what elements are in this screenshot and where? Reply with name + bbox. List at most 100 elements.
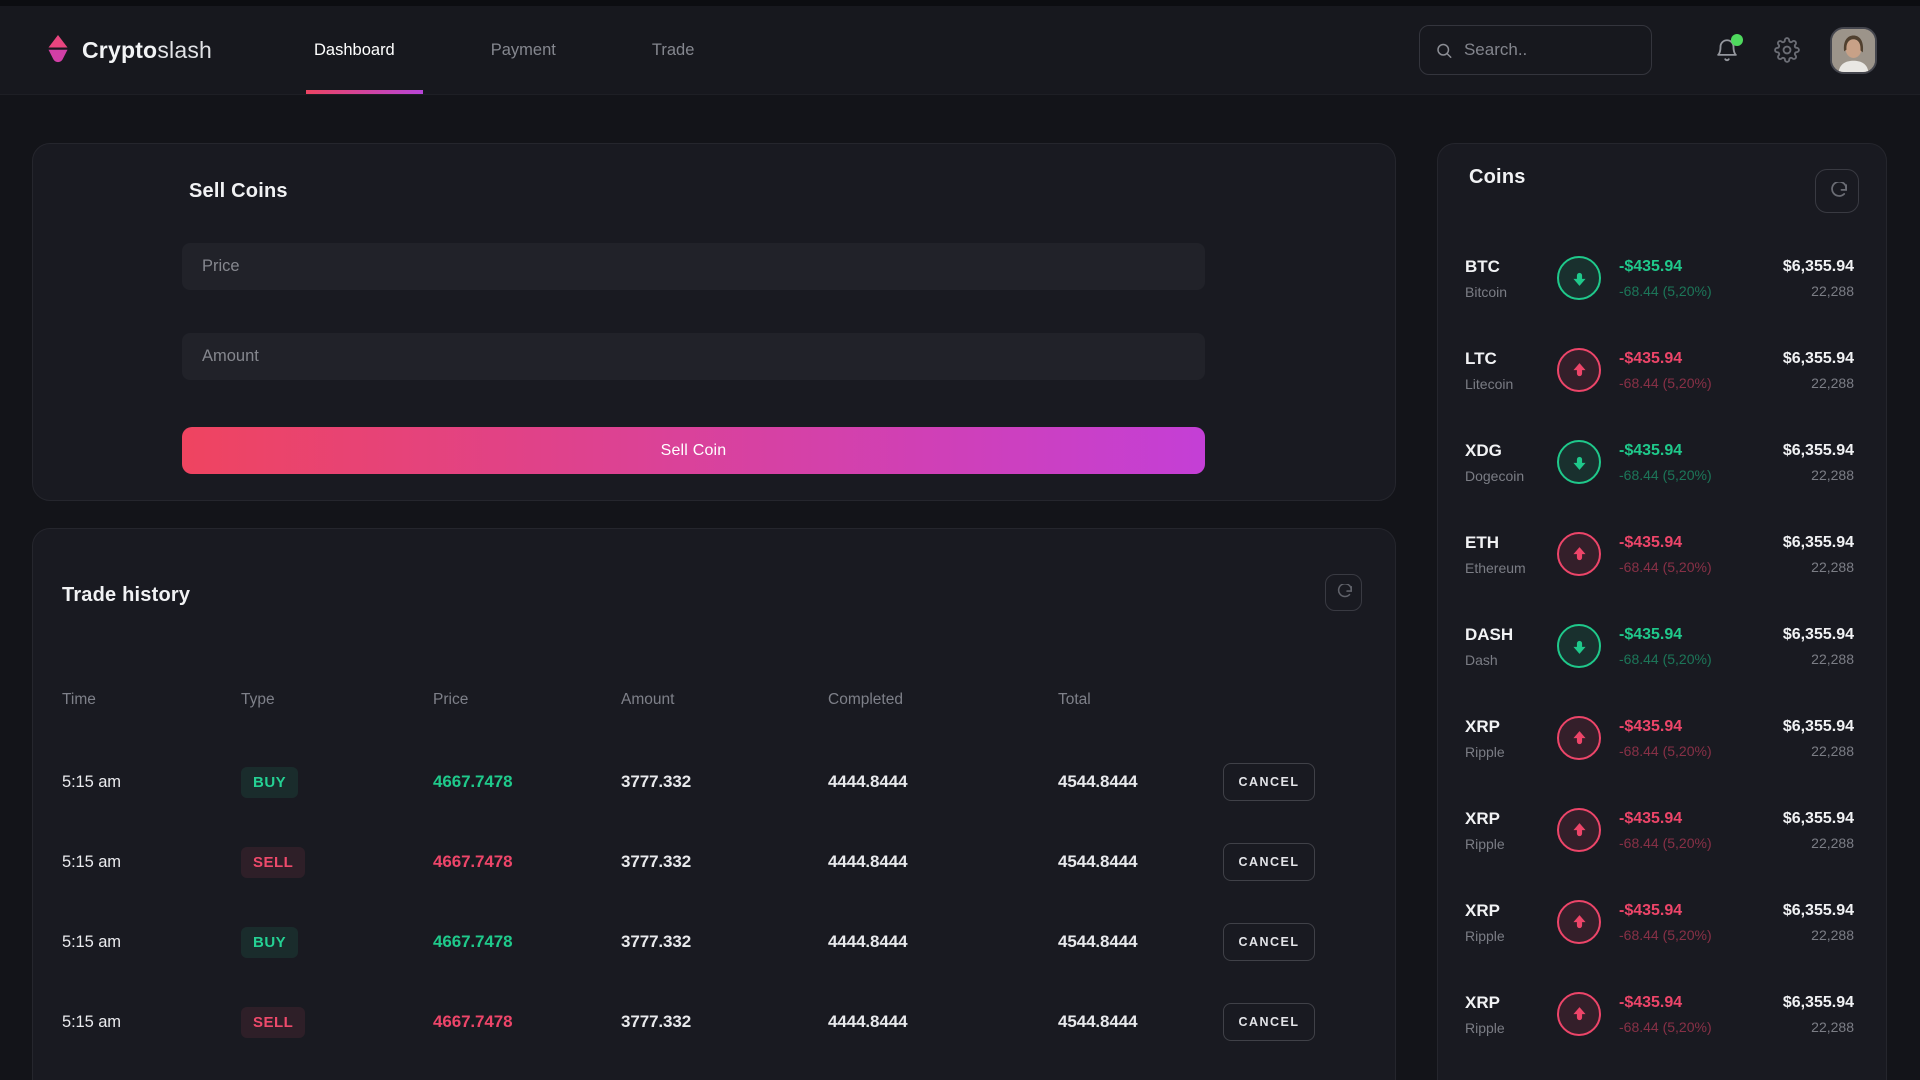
- coin-change-detail: -68.44 (5,20%): [1619, 1018, 1712, 1035]
- top-bar: Cryptoslash Dashboard Payment Trade: [0, 6, 1920, 95]
- coin-row[interactable]: XRP Ripple -$435.94 -68.44 (5,20%) $6,35…: [1438, 1060, 1886, 1080]
- trade-amount: 3777.332: [621, 772, 692, 791]
- trade-amount: 3777.332: [621, 852, 692, 871]
- trend-down-icon: [1557, 624, 1601, 668]
- coin-symbol: LTC: [1465, 348, 1497, 368]
- coins-panel: Coins BTC Bitcoin -$435.94 -68.44 (5,20%…: [1437, 143, 1887, 1080]
- search-box[interactable]: [1419, 25, 1652, 75]
- coin-price: $6,355.94: [1782, 717, 1854, 735]
- coin-price: $6,355.94: [1782, 349, 1854, 367]
- coin-change: -$435.94: [1619, 441, 1683, 459]
- trade-history-refresh-button[interactable]: [1325, 574, 1362, 611]
- nav-item-trade[interactable]: Trade: [651, 40, 695, 59]
- coin-change: -$435.94: [1619, 993, 1683, 1011]
- amount-input[interactable]: [202, 347, 1185, 366]
- amount-field: [182, 333, 1205, 380]
- brand-logo-icon: [48, 35, 68, 63]
- coin-row[interactable]: XRP Ripple -$435.94 -68.44 (5,20%) $6,35…: [1438, 968, 1886, 1060]
- coin-change-detail: -68.44 (5,20%): [1619, 926, 1712, 943]
- coin-volume: 22,288: [1811, 466, 1854, 483]
- trend-up-icon: [1557, 348, 1601, 392]
- trend-up-icon: [1557, 532, 1601, 576]
- coin-name: Ripple: [1465, 835, 1505, 852]
- coin-volume: 22,288: [1811, 926, 1854, 943]
- brand-logo[interactable]: Cryptoslash: [45, 34, 212, 66]
- trade-time: 5:15 am: [62, 932, 121, 951]
- cancel-order-button[interactable]: CANCEL: [1223, 843, 1315, 881]
- coin-row[interactable]: DASH Dash -$435.94 -68.44 (5,20%) $6,355…: [1438, 600, 1886, 692]
- sell-coins-title: Sell Coins: [189, 180, 288, 202]
- trade-history-row: 5:15 am BUY 4667.7478 3777.332 4444.8444…: [33, 902, 1395, 982]
- coin-row[interactable]: XRP Ripple -$435.94 -68.44 (5,20%) $6,35…: [1438, 692, 1886, 784]
- coin-change-detail: -68.44 (5,20%): [1619, 650, 1712, 667]
- sell-coin-button[interactable]: Sell Coin: [182, 427, 1205, 474]
- coin-symbol: XRP: [1465, 808, 1500, 828]
- coin-row[interactable]: BTC Bitcoin -$435.94 -68.44 (5,20%) $6,3…: [1438, 232, 1886, 324]
- coin-volume: 22,288: [1811, 374, 1854, 391]
- trend-up-icon: [1557, 716, 1601, 760]
- trade-history-rows: 5:15 am BUY 4667.7478 3777.332 4444.8444…: [33, 742, 1395, 1062]
- col-header-total: Total: [1058, 691, 1091, 708]
- trade-total: 4544.8444: [1058, 772, 1138, 791]
- cancel-order-button[interactable]: CANCEL: [1223, 1003, 1315, 1041]
- col-header-amount: Amount: [621, 691, 675, 708]
- coin-symbol: BTC: [1465, 256, 1500, 276]
- trade-price: 4667.7478: [433, 932, 513, 951]
- trade-price: 4667.7478: [433, 852, 513, 871]
- coin-row[interactable]: ETH Ethereum -$435.94 -68.44 (5,20%) $6,…: [1438, 508, 1886, 600]
- trend-up-icon: [1557, 808, 1601, 852]
- coin-price: $6,355.94: [1782, 809, 1854, 827]
- refresh-icon: [1830, 181, 1847, 197]
- coin-row[interactable]: LTC Litecoin -$435.94 -68.44 (5,20%) $6,…: [1438, 324, 1886, 416]
- window-top-edge: [0, 0, 1920, 6]
- coin-price: $6,355.94: [1782, 257, 1854, 275]
- cancel-order-button[interactable]: CANCEL: [1223, 923, 1315, 961]
- coin-change: -$435.94: [1619, 717, 1683, 735]
- trade-completed: 4444.8444: [828, 772, 908, 791]
- gear-icon: [1774, 37, 1800, 63]
- trade-time: 5:15 am: [62, 1012, 121, 1031]
- coin-name: Dash: [1465, 651, 1498, 668]
- trade-completed: 4444.8444: [828, 932, 908, 951]
- trade-type-badge: BUY: [241, 766, 299, 798]
- trend-up-icon: [1557, 900, 1601, 944]
- coin-name: Ethereum: [1465, 559, 1526, 576]
- trade-type-badge: BUY: [241, 926, 299, 958]
- coin-row[interactable]: XDG Dogecoin -$435.94 -68.44 (5,20%) $6,…: [1438, 416, 1886, 508]
- coins-refresh-button[interactable]: [1815, 169, 1859, 213]
- coin-change: -$435.94: [1619, 349, 1683, 367]
- notifications-button[interactable]: [1714, 34, 1743, 63]
- trade-total: 4544.8444: [1058, 1012, 1138, 1031]
- coin-price: $6,355.94: [1782, 533, 1854, 551]
- trend-down-icon: [1557, 256, 1601, 300]
- price-input[interactable]: [202, 257, 1185, 276]
- trade-time: 5:15 am: [62, 852, 121, 871]
- trade-completed: 4444.8444: [828, 1012, 908, 1031]
- col-header-price: Price: [433, 691, 469, 708]
- coin-row[interactable]: XRP Ripple -$435.94 -68.44 (5,20%) $6,35…: [1438, 876, 1886, 968]
- coin-symbol: XRP: [1465, 992, 1500, 1012]
- price-field: [182, 243, 1205, 290]
- nav-item-payment[interactable]: Payment: [490, 40, 556, 59]
- trade-total: 4544.8444: [1058, 932, 1138, 951]
- nav-item-dashboard[interactable]: Dashboard: [306, 6, 423, 94]
- trend-up-icon: [1557, 992, 1601, 1036]
- coin-change: -$435.94: [1619, 901, 1683, 919]
- coin-change: -$435.94: [1619, 533, 1683, 551]
- trade-amount: 3777.332: [621, 1012, 692, 1031]
- settings-button[interactable]: [1774, 37, 1800, 63]
- coin-volume: 22,288: [1811, 834, 1854, 851]
- coin-symbol: ETH: [1465, 532, 1499, 552]
- coin-row[interactable]: XRP Ripple -$435.94 -68.44 (5,20%) $6,35…: [1438, 784, 1886, 876]
- notification-dot: [1731, 34, 1743, 46]
- trade-price: 4667.7478: [433, 772, 513, 791]
- user-avatar[interactable]: [1830, 26, 1877, 74]
- trade-history-header-row: Time Type Price Amount Completed Total: [33, 691, 1395, 709]
- trade-time: 5:15 am: [62, 772, 121, 791]
- main-nav: Dashboard Payment Trade: [306, 6, 695, 94]
- search-icon: [1437, 43, 1452, 58]
- search-input[interactable]: [1463, 40, 1636, 60]
- trade-price: 4667.7478: [433, 1012, 513, 1031]
- cancel-order-button[interactable]: CANCEL: [1223, 763, 1315, 801]
- coin-name: Litecoin: [1465, 375, 1514, 392]
